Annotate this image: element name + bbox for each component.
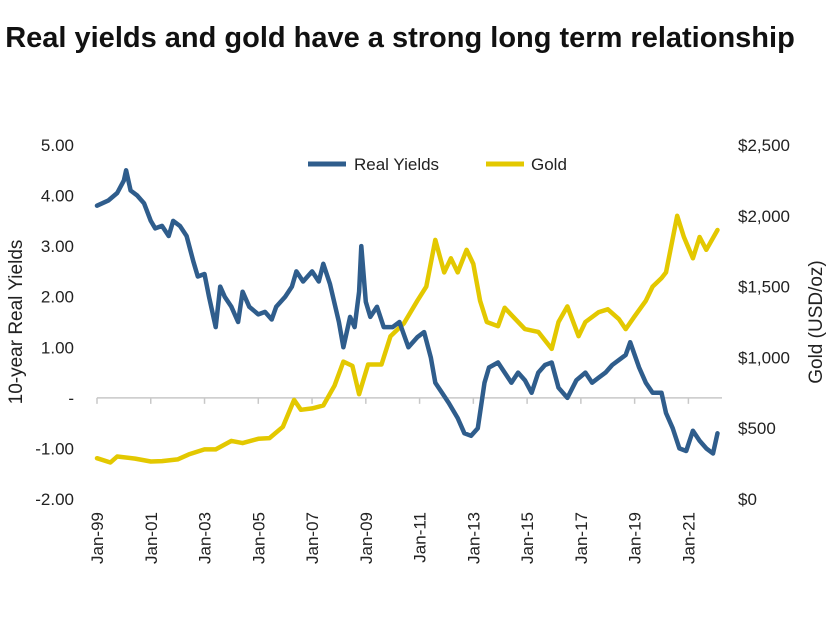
y-tick-label: -2.00 (35, 490, 74, 509)
x-tick-label: Jan-01 (142, 512, 161, 564)
x-tick-label: Jan-99 (88, 512, 107, 564)
y-tick-label: 5.00 (41, 136, 74, 155)
y-axis-title-right: Gold (USD/oz) (806, 260, 827, 384)
legend: Real Yields Gold (308, 155, 567, 174)
axes (96, 397, 722, 404)
y-axis-title-left: 10-year Real Yields (6, 240, 27, 405)
legend-label-gold: Gold (531, 155, 567, 174)
series-line-real-yields (94, 168, 720, 456)
tick-labels: 5.00 4.00 3.00 2.00 1.00 - -1.00 -2.00 $2,500 $2,… (35, 136, 790, 564)
y-tick-label: 1.00 (41, 338, 74, 357)
y2-tick-label: $2,000 (738, 207, 790, 226)
y2-tick-label: $1,000 (738, 348, 790, 367)
x-tick-label: Jan-15 (518, 512, 537, 564)
y-tick-label: 4.00 (41, 187, 74, 206)
x-tick-label: Jan-11 (411, 512, 430, 563)
x-tick-label: Jan-17 (572, 512, 591, 564)
x-tick-label: Jan-09 (357, 512, 376, 564)
series-lines (94, 168, 720, 465)
x-tick-label: Jan-13 (464, 512, 483, 564)
y2-tick-label: $0 (738, 490, 757, 509)
x-tick-label: Jan-21 (679, 512, 698, 564)
y-tick-label: 2.00 (41, 288, 74, 307)
y2-tick-label: $500 (738, 419, 776, 438)
y2-tick-label: $1,500 (738, 278, 790, 297)
chart-title: Real yields and gold have a strong long … (5, 22, 795, 54)
y2-tick-label: $2,500 (738, 136, 790, 155)
y-tick-label: 3.00 (41, 237, 74, 256)
y-tick-label: -1.00 (35, 439, 74, 458)
x-tick-label: Jan-19 (626, 512, 645, 564)
series-line-gold (94, 213, 720, 465)
x-tick-label: Jan-05 (249, 512, 268, 564)
x-tick-label: Jan-07 (303, 512, 322, 564)
x-tick-label: Jan-03 (196, 512, 215, 564)
legend-label-real-yields: Real Yields (354, 155, 439, 174)
y-tick-label: - (68, 389, 74, 408)
